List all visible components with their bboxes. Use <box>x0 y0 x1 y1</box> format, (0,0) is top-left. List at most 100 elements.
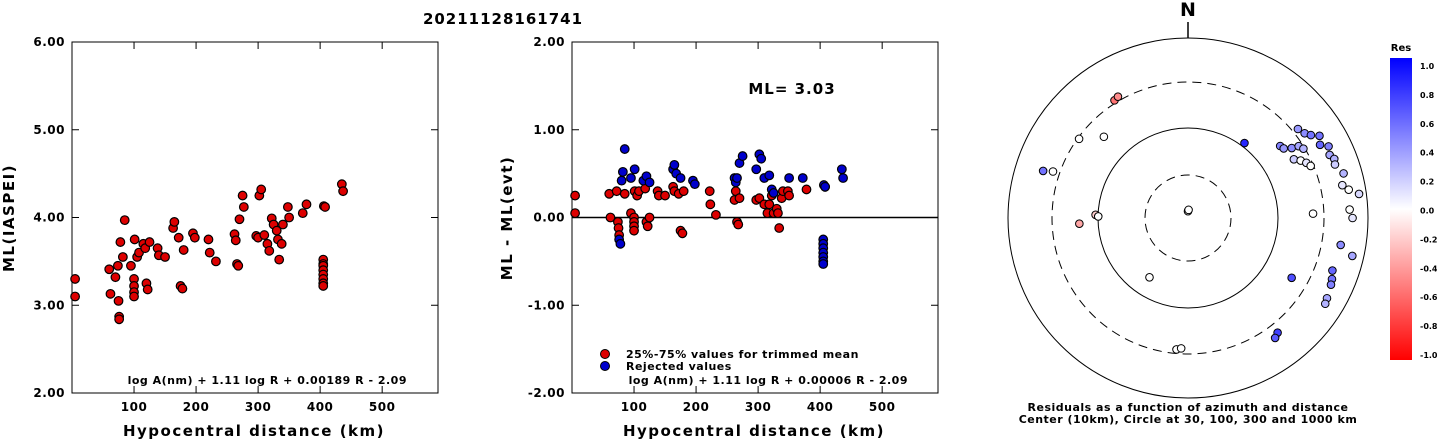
data-point <box>126 260 136 271</box>
data-point <box>642 221 653 232</box>
station-point <box>1093 212 1103 221</box>
data-point <box>705 199 716 210</box>
station-point <box>1184 205 1193 215</box>
data-point <box>784 173 795 183</box>
data-point <box>818 259 829 269</box>
data-point <box>113 295 124 306</box>
x-axis-label: Hypocentral distance (km) <box>123 422 385 440</box>
colorbar-tick-label: -0.4 <box>1420 264 1437 273</box>
data-point <box>660 190 670 201</box>
data-point <box>233 260 244 271</box>
data-point <box>256 184 267 195</box>
colorbar-gradient <box>1390 58 1412 360</box>
data-point <box>70 274 81 284</box>
x-tick-label: 400 <box>807 400 834 414</box>
data-point <box>105 288 116 299</box>
legend-trimmed-label: 25%-75% values for trimmed mean <box>626 348 859 361</box>
data-point <box>704 186 715 197</box>
data-point <box>276 238 287 249</box>
station-point <box>1287 143 1297 153</box>
station-point <box>1328 266 1337 275</box>
data-point <box>274 254 285 265</box>
y-tick-label: 5.00 <box>33 123 65 137</box>
data-point <box>784 190 795 201</box>
data-point <box>677 228 688 239</box>
data-point <box>237 190 248 201</box>
ml-annotation: ML= 3.03 <box>748 80 835 98</box>
circle-300km <box>1051 81 1325 355</box>
data-point <box>689 179 700 190</box>
station-point <box>1145 273 1154 282</box>
y-axis-label: ML(IASPEI) <box>0 164 18 272</box>
data-point <box>570 208 581 219</box>
data-point <box>626 173 636 183</box>
circle-1000km <box>1007 37 1369 399</box>
data-point <box>617 166 628 177</box>
data-point <box>619 144 630 154</box>
data-points <box>70 179 348 325</box>
data-point <box>838 173 848 183</box>
data-point <box>189 232 200 243</box>
data-point <box>129 291 139 302</box>
x-tick-label: 500 <box>869 400 896 414</box>
data-point <box>115 237 126 247</box>
colorbar-tick-label: 0.0 <box>1420 207 1435 216</box>
data-point <box>110 272 121 283</box>
data-point <box>238 202 249 212</box>
y-ticks: 6.00 5.00 4.00 3.00 2.00 <box>33 35 438 400</box>
station-point <box>1348 251 1357 261</box>
data-point <box>160 252 170 262</box>
station-point <box>1315 140 1325 150</box>
data-point <box>264 245 275 256</box>
data-point <box>611 186 622 197</box>
data-point <box>297 208 308 219</box>
chart-title: 20211128161741 <box>423 10 583 28</box>
y-tick-label: 4.00 <box>33 211 65 225</box>
data-point <box>284 212 295 223</box>
station-point <box>1038 166 1048 176</box>
y-tick-label: -2.00 <box>528 386 565 400</box>
data-point <box>644 212 655 223</box>
data-point <box>764 170 775 181</box>
station-point <box>1326 280 1336 289</box>
station-point <box>1099 132 1109 142</box>
station-point <box>1348 213 1357 223</box>
data-point <box>119 215 130 226</box>
data-point <box>732 173 742 183</box>
station-point <box>1270 333 1280 343</box>
data-point <box>737 151 748 161</box>
legend-rejected-marker <box>600 361 610 371</box>
station-point <box>1279 144 1289 153</box>
data-point <box>177 283 188 294</box>
colorbar-tick-label: 0.4 <box>1420 149 1435 158</box>
y-tick-label: 3.00 <box>33 298 65 312</box>
data-point <box>142 284 153 295</box>
data-point <box>751 164 762 175</box>
x-tick-label: 100 <box>121 400 148 414</box>
data-point <box>203 234 214 245</box>
data-point <box>259 230 270 240</box>
data-point <box>169 216 180 227</box>
x-axis-label: Hypocentral distance (km) <box>623 422 885 440</box>
data-point <box>234 214 245 225</box>
x-tick-label: 500 <box>369 400 396 414</box>
colorbar-tick-label: -0.8 <box>1420 322 1437 331</box>
x-tick-label: 400 <box>307 400 334 414</box>
data-point <box>774 223 785 233</box>
data-point <box>230 235 241 246</box>
station-point <box>1308 209 1318 218</box>
formula: log A(nm) + 1.11 log R + 0.00006 R - 2.0… <box>629 374 908 387</box>
station-point <box>1320 299 1330 309</box>
panel-ml-vs-distance: 6.00 5.00 4.00 3.00 2.00 100 200 300 400 500 ML(… <box>0 35 439 440</box>
station-point <box>1075 219 1084 228</box>
data-point <box>204 247 215 258</box>
station-point <box>1324 142 1333 151</box>
data-point <box>178 245 189 255</box>
data-point <box>70 291 81 302</box>
y-tick-label: 6.00 <box>33 35 65 49</box>
colorbar-tick-label: 0.2 <box>1420 178 1434 187</box>
data-point <box>644 177 655 188</box>
y-tick-label: 0.00 <box>533 211 565 225</box>
x-tick-label: 200 <box>183 400 210 414</box>
station-point <box>1176 344 1186 353</box>
